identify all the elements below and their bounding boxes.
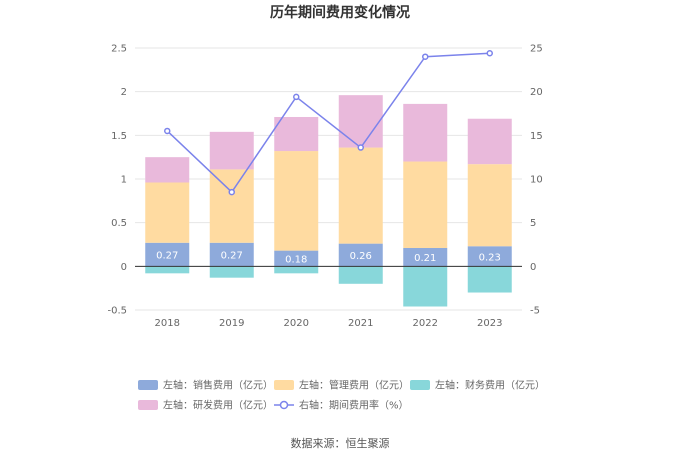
bar-data-labels: 0.27 0.27 0.18 0.26 0.21 0.23: [156, 251, 501, 266]
bar-1-2019[interactable]: [209, 242, 254, 267]
right-tick-label: 25: [530, 44, 543, 55]
left-tick-label: 0.5: [111, 218, 127, 229]
bar-value-label: 0.26: [350, 251, 372, 262]
left-tick-label: 1.5: [111, 131, 127, 142]
bar-2-2018[interactable]: [145, 182, 190, 243]
legend[interactable]: 左轴：销售费用（亿元） 左轴：管理费用（亿元） 左轴：财务费用（亿元） 左轴：研发费用…: [138, 379, 545, 412]
bar-2-2020[interactable]: [274, 151, 319, 251]
chart-title: 历年期间费用变化情况: [270, 4, 410, 21]
bar-4-2018[interactable]: [145, 157, 190, 183]
bar-3-2018[interactable]: [145, 266, 190, 274]
line-point-2021[interactable]: [357, 144, 364, 151]
legend-swatch: [410, 380, 430, 390]
line-point-2018[interactable]: [164, 127, 171, 135]
gridlines: [135, 47, 522, 311]
legend-item-4[interactable]: 左轴：研发费用（亿元）: [138, 399, 273, 412]
x-tick-label: 2022: [413, 318, 438, 329]
bar-2-2019[interactable]: [209, 169, 254, 243]
right-axis: -5 0 5 10 15 20 25: [530, 44, 543, 317]
line-point-2019[interactable]: [228, 188, 235, 196]
bar-1-2018[interactable]: [145, 242, 190, 267]
bar-1-2023[interactable]: [467, 246, 512, 267]
bar-4-2022[interactable]: [403, 103, 448, 162]
x-tick-label: 2023: [477, 318, 502, 329]
legend-label: 右轴：期间费用率（%）: [299, 399, 409, 412]
x-tick-label: 2018: [155, 318, 180, 329]
bar-value-label: 0.21: [414, 253, 436, 264]
right-tick-label: -5: [530, 306, 540, 317]
bar-2-2021[interactable]: [338, 147, 383, 244]
right-tick-label: 5: [530, 218, 536, 229]
bar-value-label: 0.18: [285, 254, 307, 265]
legend-label: 左轴：财务费用（亿元）: [435, 379, 545, 392]
bar-3-2023[interactable]: [467, 266, 512, 293]
left-tick-label: 1: [121, 175, 127, 186]
right-tick-label: 20: [530, 87, 543, 98]
legend-marker: [279, 400, 289, 410]
left-axis: -0.5 0 0.5 1 1.5 2 2.5: [107, 44, 127, 317]
bar-3-2019[interactable]: [209, 266, 254, 278]
legend-label: 左轴：销售费用（亿元）: [163, 379, 273, 392]
x-tick-label: 2021: [348, 318, 373, 329]
left-tick-label: 0: [121, 262, 127, 273]
expense-rate-line: [166, 52, 490, 194]
line-point-2023[interactable]: [486, 49, 493, 57]
bar-3-2021[interactable]: [338, 266, 383, 284]
legend-item-2[interactable]: 左轴：管理费用（亿元）: [274, 379, 409, 392]
data-source: 数据来源：恒生聚源: [291, 436, 390, 450]
right-tick-label: 10: [530, 175, 543, 186]
x-tick-label: 2019: [219, 318, 244, 329]
bar-4-2023[interactable]: [467, 118, 512, 165]
legend-label: 左轴：研发费用（亿元）: [163, 399, 273, 412]
bar-4-2021[interactable]: [338, 95, 383, 148]
bar-2-2023[interactable]: [467, 164, 512, 247]
legend-item-3[interactable]: 左轴：财务费用（亿元）: [410, 379, 545, 392]
bar-1-2021[interactable]: [338, 243, 383, 267]
line-point-2020[interactable]: [293, 93, 300, 101]
right-tick-label: 0: [530, 262, 536, 273]
bar-series: [145, 95, 512, 307]
bar-value-label: 0.27: [156, 251, 178, 262]
left-tick-label: 2.5: [111, 44, 127, 55]
bar-value-label: 0.27: [221, 251, 243, 262]
bar-value-label: 0.23: [479, 252, 501, 263]
bar-4-2019[interactable]: [209, 131, 254, 170]
legend-label: 左轴：管理费用（亿元）: [299, 379, 409, 392]
legend-swatch: [138, 400, 158, 410]
x-tick-label: 2020: [284, 318, 309, 329]
x-axis: 2018 2019 2020 2021 2022 2023: [155, 318, 503, 329]
bar-3-2022[interactable]: [403, 266, 448, 307]
bar-1-2020[interactable]: [274, 250, 319, 267]
legend-item-1[interactable]: 左轴：销售费用（亿元）: [138, 379, 273, 392]
left-tick-label: -0.5: [107, 306, 127, 317]
legend-item-5[interactable]: 右轴：期间费用率（%）: [274, 399, 409, 412]
bar-4-2020[interactable]: [274, 116, 319, 152]
line-series: [164, 49, 493, 196]
line-point-2022[interactable]: [422, 53, 429, 60]
bar-1-2022[interactable]: [403, 247, 448, 267]
bar-3-2020[interactable]: [274, 266, 319, 274]
right-tick-label: 15: [530, 131, 543, 142]
legend-swatch: [274, 380, 294, 390]
legend-swatch: [138, 380, 158, 390]
left-tick-label: 2: [121, 87, 127, 98]
bar-2-2022[interactable]: [403, 161, 448, 248]
